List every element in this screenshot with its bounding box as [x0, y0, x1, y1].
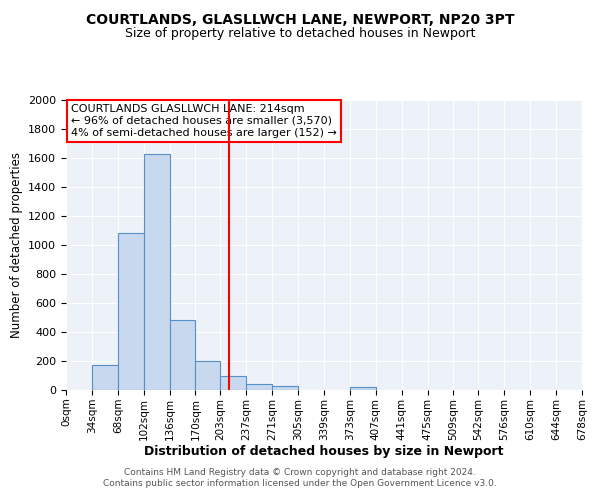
Bar: [143, 154, 170, 390]
Y-axis label: Number of detached properties: Number of detached properties: [10, 152, 23, 338]
X-axis label: Distribution of detached houses by size in Newport: Distribution of detached houses by size …: [144, 446, 504, 458]
Bar: [118, 232, 143, 390]
Bar: [350, 387, 376, 390]
Text: Contains HM Land Registry data © Crown copyright and database right 2024.
Contai: Contains HM Land Registry data © Crown c…: [103, 468, 497, 487]
Bar: [92, 366, 118, 390]
Text: COURTLANDS GLASLLWCH LANE: 214sqm
← 96% of detached houses are smaller (3,570)
4: COURTLANDS GLASLLWCH LANE: 214sqm ← 96% …: [71, 104, 337, 138]
Bar: [170, 320, 196, 390]
Bar: [247, 384, 272, 390]
Text: COURTLANDS, GLASLLWCH LANE, NEWPORT, NP20 3PT: COURTLANDS, GLASLLWCH LANE, NEWPORT, NP2…: [86, 12, 514, 26]
Bar: [272, 386, 298, 390]
Bar: [220, 376, 247, 390]
Text: Size of property relative to detached houses in Newport: Size of property relative to detached ho…: [125, 28, 475, 40]
Bar: [196, 361, 220, 390]
